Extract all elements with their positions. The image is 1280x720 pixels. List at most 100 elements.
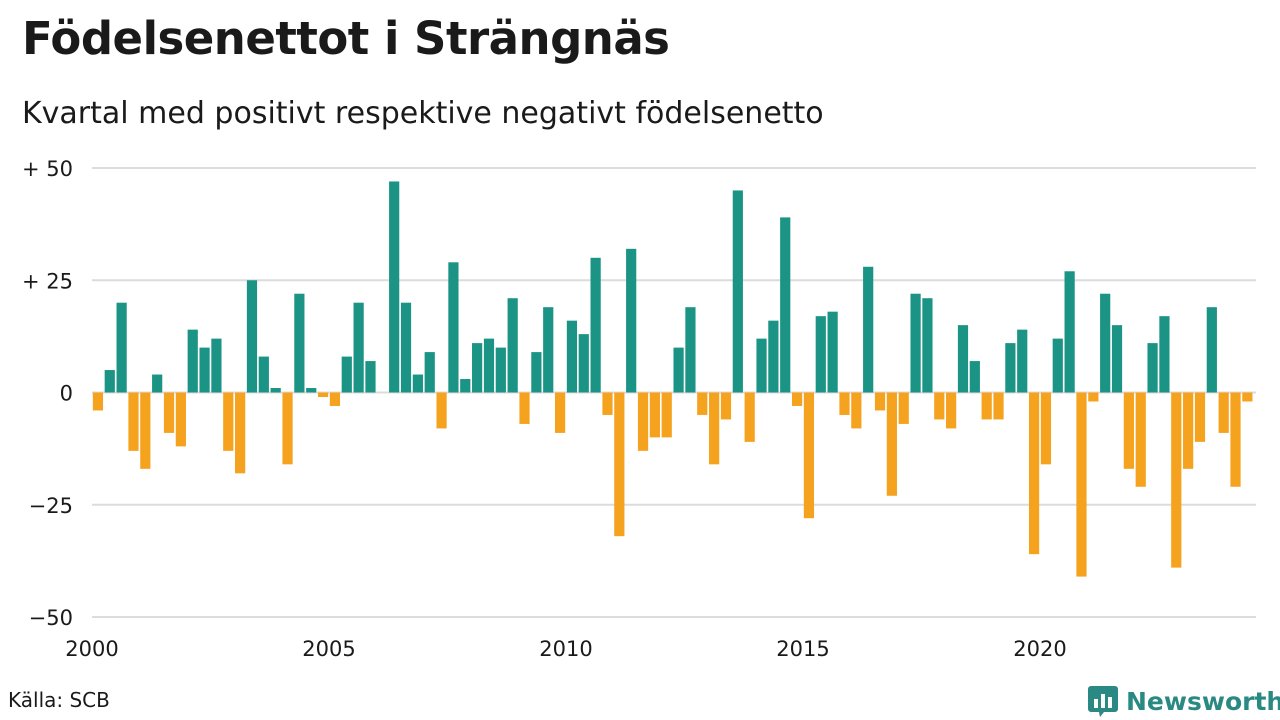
bar-positive	[1100, 293, 1111, 393]
bar-negative	[614, 392, 625, 537]
x-tick-label: 2015	[776, 637, 829, 661]
bar-negative	[744, 392, 755, 442]
bar-negative	[851, 392, 862, 429]
bar-negative	[934, 392, 945, 420]
bar-positive	[1064, 271, 1075, 393]
bar-negative	[1135, 392, 1146, 487]
x-tick-label: 2005	[302, 637, 355, 661]
bar-negative	[993, 392, 1004, 420]
bar-negative	[791, 392, 803, 406]
bar-positive	[460, 379, 471, 393]
bar-positive	[543, 307, 554, 393]
bar-positive	[957, 325, 969, 393]
bar-positive	[685, 307, 696, 393]
bar-positive	[306, 388, 317, 393]
bar-positive	[531, 352, 542, 393]
bar-positive	[495, 347, 506, 393]
bar-positive	[1206, 307, 1217, 393]
bar-positive	[768, 320, 779, 393]
bar-positive	[472, 343, 483, 393]
bar-positive	[815, 316, 826, 393]
bar-negative	[317, 392, 329, 397]
bar-positive	[294, 293, 305, 393]
brand-logo: Newsworthy	[1088, 684, 1280, 718]
bar-negative	[1088, 392, 1099, 402]
bar-positive	[756, 338, 767, 393]
bar-negative	[602, 392, 613, 415]
bar-negative	[1123, 392, 1134, 469]
bar-positive	[1017, 329, 1028, 393]
bar-negative	[946, 392, 957, 429]
bar-negative	[92, 392, 104, 411]
bar-negative	[649, 392, 660, 438]
bar-positive	[566, 320, 578, 393]
bar-positive	[365, 361, 376, 393]
bar-positive	[1005, 343, 1016, 393]
bar-positive	[424, 352, 435, 393]
bar-negative	[803, 392, 815, 519]
bar-negative	[163, 392, 175, 433]
bar-positive	[969, 361, 980, 393]
bar-positive	[270, 388, 281, 393]
y-tick-label: + 50	[22, 157, 73, 181]
bar-negative	[1218, 392, 1229, 433]
bar-positive	[448, 262, 459, 393]
bar-positive	[863, 266, 874, 393]
bar-positive	[780, 217, 791, 393]
bar-negative	[1230, 392, 1241, 487]
bar-positive	[258, 356, 269, 393]
bar-negative	[1194, 392, 1206, 442]
bar-positive	[626, 248, 637, 393]
bar-negative	[436, 392, 447, 429]
bar-positive	[732, 190, 743, 393]
bar-positive	[507, 298, 518, 393]
bar-negative	[235, 392, 246, 474]
bar-positive	[246, 280, 258, 393]
bar-negative	[720, 392, 732, 420]
y-tick-label: −50	[29, 606, 73, 630]
x-tick-label: 2010	[539, 637, 592, 661]
bar-positive	[1111, 325, 1123, 393]
bar-positive	[578, 334, 589, 393]
bar-negative	[886, 392, 897, 496]
bar-negative	[140, 392, 151, 469]
bar-chart-speech-bubble-icon	[1088, 686, 1118, 717]
bar-positive	[353, 302, 364, 393]
bar-negative	[175, 392, 186, 447]
bar-positive	[199, 347, 210, 393]
chart-subtitle: Kvartal med positivt respektive negativt…	[22, 96, 824, 131]
bar-positive	[673, 347, 684, 393]
bar-negative	[1242, 392, 1253, 402]
bar-negative	[1040, 392, 1052, 465]
bar-negative	[1183, 392, 1194, 469]
bar-negative	[697, 392, 708, 415]
x-tick-label: 2020	[1013, 637, 1066, 661]
bar-negative	[1028, 392, 1040, 555]
bar-positive	[827, 311, 838, 393]
bar-negative	[898, 392, 909, 424]
bar-negative	[554, 392, 566, 433]
bar-positive	[1159, 316, 1170, 393]
chart-title: Födelsenettot i Strängnäs	[22, 12, 670, 65]
y-tick-label: + 25	[22, 269, 73, 293]
bar-positive	[1052, 338, 1063, 393]
bar-negative	[329, 392, 341, 406]
bar-negative	[839, 392, 850, 415]
bar-positive	[483, 338, 495, 393]
bar-positive	[910, 293, 921, 393]
y-tick-label: −25	[29, 494, 73, 518]
brand-name: Newsworthy	[1126, 686, 1280, 716]
bar-positive	[104, 370, 115, 393]
bar-negative	[709, 392, 720, 465]
x-tick-label: 2000	[65, 637, 118, 661]
bar-positive	[1147, 343, 1158, 393]
bar-positive	[211, 338, 222, 393]
y-tick-label: 0	[60, 382, 73, 406]
bar-negative	[128, 392, 139, 451]
bar-positive	[389, 181, 400, 393]
bar-negative	[981, 392, 992, 420]
bar-positive	[341, 356, 352, 393]
bar-negative	[282, 392, 293, 465]
bar-positive	[590, 257, 601, 393]
